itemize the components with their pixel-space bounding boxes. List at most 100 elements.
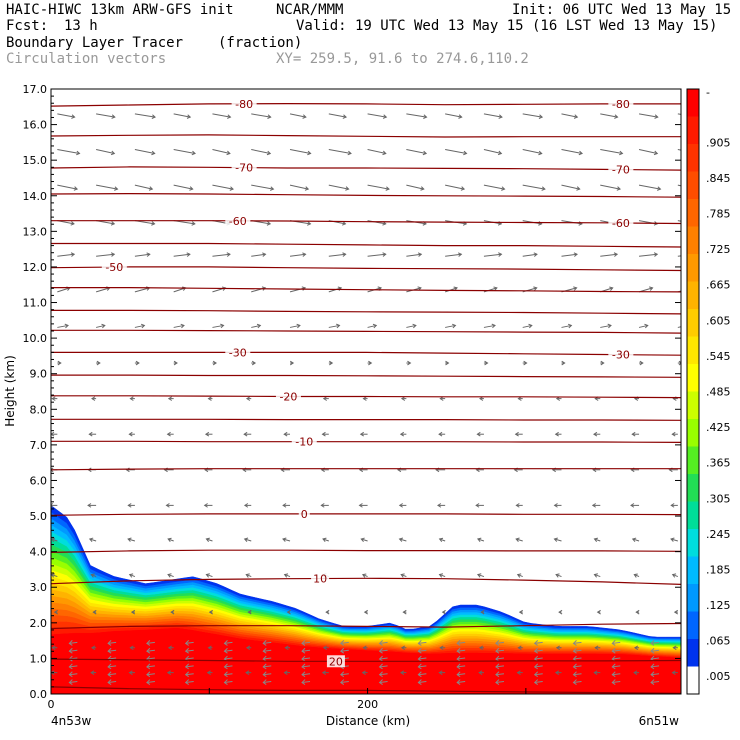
wind-vector [361, 573, 368, 578]
isotherm-label: -60 [229, 215, 247, 228]
isotherm-label-bg [608, 97, 634, 110]
wind-vector [672, 645, 678, 651]
wind-vector [650, 663, 660, 670]
org-label: NCAR/MMM [276, 2, 344, 18]
wind-vector [167, 396, 174, 401]
wind-vector [91, 645, 97, 651]
wind-vector [522, 360, 528, 366]
wind-vector [367, 252, 387, 257]
wind-vector [362, 645, 368, 651]
y-tick-label: 15.0 [23, 154, 48, 167]
wind-vector [212, 113, 232, 119]
wind-vector [406, 184, 425, 191]
wind-vector [517, 645, 523, 651]
wind-vector [456, 647, 466, 654]
wind-vector [650, 640, 660, 646]
wind-vector [367, 360, 373, 366]
wind-vector [572, 679, 582, 685]
colorbar-label: .605 [706, 314, 731, 327]
fcst-value: 13 h [64, 18, 98, 34]
isotherm-label-bg [326, 655, 345, 668]
colorbar-label: - [706, 86, 710, 99]
wind-vector [146, 679, 155, 685]
isotherm-label: -20 [279, 390, 297, 403]
wind-vector [635, 609, 640, 615]
isotherm-label: -50 [105, 261, 123, 274]
wind-vector [325, 609, 330, 615]
wind-vector [184, 640, 194, 646]
wind-vector [57, 360, 62, 366]
wind-vector [483, 323, 496, 329]
wind-vector [68, 640, 78, 646]
isotherm-line [51, 418, 681, 421]
wind-vector [445, 184, 466, 191]
wind-vector [321, 431, 329, 437]
y-tick-label: 14.0 [23, 190, 48, 203]
colorbar-label: .425 [706, 421, 731, 434]
colorbar-frame [686, 88, 700, 695]
wind-vector [398, 537, 407, 542]
colorbar-swatch [687, 611, 699, 640]
wind-vector [286, 609, 291, 615]
wind-vector [127, 537, 136, 542]
cross-section-endpoints: XY= 259.5, 91.6 to 274.6,110.2 [276, 51, 529, 67]
wind-vector [328, 323, 341, 329]
colorbar-swatch [687, 116, 699, 145]
wind-vector [245, 670, 252, 675]
wind-vector [406, 252, 423, 257]
isotherm-line [51, 220, 681, 225]
isotherm-label: -70 [235, 162, 253, 175]
wind-vector [378, 655, 388, 662]
wind-vector [555, 573, 562, 578]
wind-vector [205, 573, 213, 578]
isotherm-line [51, 329, 681, 334]
wind-vector [439, 645, 446, 651]
wind-vector [107, 679, 117, 685]
wind-vector [245, 645, 252, 651]
wind-vector [301, 655, 311, 662]
wind-vector [671, 670, 678, 675]
wind-vector [251, 323, 262, 329]
wind-vector [283, 670, 291, 675]
colorbar-swatch [687, 639, 699, 667]
wind-vector [515, 537, 523, 542]
wind-vector [417, 671, 427, 678]
isotherm-line [51, 287, 681, 293]
wind-vector [673, 609, 679, 615]
wind-vector [406, 149, 428, 156]
wind-vector [243, 503, 252, 508]
colorbar-swatch [687, 501, 699, 530]
wind-vector [130, 609, 136, 615]
wind-vector [96, 323, 106, 329]
wind-vector [638, 113, 659, 119]
wind-vector [554, 431, 562, 437]
wind-vector [96, 360, 101, 366]
model-title: HAIC-HIWC 13km ARW-GFS init [6, 2, 234, 18]
colorbar-label: .665 [706, 279, 731, 292]
valid-time: Valid: 19 UTC Wed 13 May 15 (16 LST Wed … [296, 18, 718, 34]
wind-vector [406, 360, 412, 366]
isotherm-label: 10 [313, 573, 327, 586]
wind-vector [378, 679, 388, 685]
wind-vector [184, 671, 194, 678]
wind-vector [572, 671, 582, 678]
wind-vector [128, 431, 135, 437]
wind-vector [555, 645, 562, 651]
colorbar-label: .485 [706, 386, 731, 399]
wind-vector [600, 360, 605, 366]
isotherm-line [51, 351, 681, 356]
wind-vector [483, 149, 503, 156]
wind-vector [483, 184, 506, 191]
wind-vector [212, 323, 225, 329]
wind-vector [516, 670, 523, 675]
wind-vector [438, 573, 446, 578]
y-tick-label: 13.0 [23, 225, 48, 238]
wind-vector [322, 645, 329, 651]
wind-vector [289, 149, 312, 156]
wind-vector [223, 679, 233, 685]
wind-vector [301, 663, 311, 670]
wind-vector [495, 671, 504, 678]
wind-vector [282, 537, 291, 542]
wind-vector [68, 671, 78, 678]
wind-vector [478, 670, 484, 675]
